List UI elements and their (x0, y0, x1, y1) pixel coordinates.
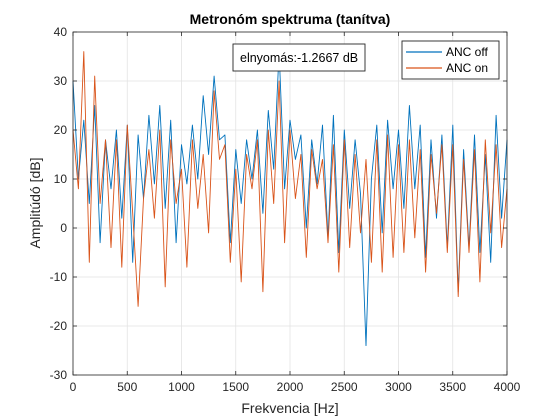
y-tick-label: 20 (54, 123, 68, 137)
y-tick-label: 40 (54, 25, 68, 39)
x-tick-label: 3000 (385, 380, 412, 394)
x-tick-label: 2500 (331, 380, 358, 394)
x-tick-label: 3500 (439, 380, 466, 394)
series-line-anc-on (72, 51, 508, 307)
y-tick-label: -30 (50, 368, 68, 382)
y-tick-label: -20 (50, 319, 68, 333)
x-tick-label: 4000 (494, 380, 521, 394)
chart-title: Metronóm spektruma (tanítva) (190, 11, 391, 27)
x-tick-label: 500 (117, 380, 137, 394)
x-tick-label: 1000 (168, 380, 195, 394)
x-tick-labels: 0 500 1000 1500 2000 2500 3000 3500 4000 (70, 380, 521, 394)
series-layer (72, 51, 508, 347)
y-tick-label: 10 (54, 172, 68, 186)
x-axis-label: Frekvencia [Hz] (241, 400, 338, 416)
y-tick-labels: -30 -20 -10 0 10 20 30 40 (50, 25, 68, 382)
y-tick-label: 30 (54, 74, 68, 88)
legend: ANC off ANC on (401, 40, 500, 80)
legend-entry-anc-on: ANC on (446, 61, 488, 75)
annotation-text: elnyomás:-1.2667 dB (240, 51, 358, 65)
x-tick-label: 1500 (222, 380, 249, 394)
legend-box (401, 40, 500, 80)
x-tick-label: 0 (70, 380, 77, 394)
ticks-layer (72, 31, 508, 376)
y-axis-label: Amplitúdó [dB] (27, 157, 43, 248)
y-tick-label: 0 (60, 221, 67, 235)
x-tick-label: 2000 (277, 380, 304, 394)
y-tick-label: -10 (50, 270, 68, 284)
legend-entry-anc-off: ANC off (446, 45, 488, 59)
annotation-box: elnyomás:-1.2667 dB (232, 43, 366, 72)
